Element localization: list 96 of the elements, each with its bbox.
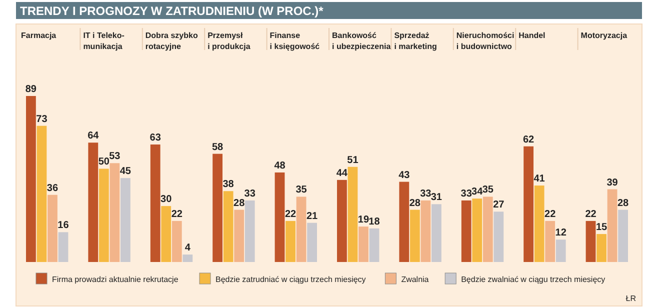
x-tick-label: Farmacja [21,31,57,40]
bar [58,232,68,262]
data-label: 12 [555,228,567,239]
legend-label: Będzie zwalniać w ciągu trzech miesięcy [461,275,606,284]
bar [337,180,347,262]
bar [161,206,172,262]
data-label: 27 [493,200,505,211]
bar [110,163,120,262]
bar [296,196,306,262]
text: ŁR [626,294,636,303]
data-label: 39 [606,177,618,188]
data-label: 16 [58,220,70,232]
data-label: 31 [430,192,442,204]
bar [120,178,130,262]
x-tick-label: Bankowość i ubezpieczenia [332,31,392,51]
data-label: 21 [306,210,318,222]
bar [494,212,504,262]
data-label: 22 [171,208,183,220]
data-label: 64 [88,130,100,142]
bar [534,186,544,262]
legend-label: Będzie zatrudniać w ciągu trzech miesięcy [216,275,366,284]
bar [607,189,618,262]
bar [234,210,244,262]
data-label: 18 [368,216,380,228]
bar [482,196,493,262]
bar [98,168,109,262]
data-label: 50 [98,156,110,168]
data-label: 58 [212,142,224,153]
bar [182,254,193,262]
data-label: 19 [358,214,370,226]
legend-label: Zwalnia [401,275,430,284]
data-label: 41 [534,174,546,185]
data-label: 43 [398,170,410,181]
data-label: 34 [472,186,484,198]
bar [172,220,182,262]
bar [618,210,628,262]
data-label: 35 [296,184,308,196]
data-label: 28 [617,198,630,209]
data-label: 30 [160,194,172,206]
bar [556,240,566,262]
bar [88,142,98,262]
data-label: 33 [460,188,472,200]
bar [524,146,534,262]
bar [586,220,596,262]
bar [36,126,47,262]
x-tick-label: IT i Teleko- munikacja [83,31,125,51]
data-label: 53 [109,151,121,162]
bar [410,210,420,262]
data-label: 48 [274,160,286,172]
bar [431,204,442,262]
bar [420,200,431,262]
x-tick-label: Nieruchomości i budownictwo [456,31,514,51]
data-label: 89 [25,84,37,95]
data-label: 51 [347,154,359,166]
data-label: 28 [409,198,421,209]
data-label: 33 [420,188,432,200]
bar [212,154,223,262]
data-label: 22 [284,208,297,220]
x-tick-label: Motoryzacja [580,31,628,40]
bar [348,166,358,262]
data-label: 44 [336,168,348,179]
data-label: 38 [222,179,234,190]
x-tick-label: Finanse i księgowość [270,31,320,51]
x-tick-label: Sprzedaż i marketing [394,31,437,51]
bar [545,220,556,262]
x-tick-label: Handel [518,31,546,40]
bar [26,96,36,262]
bar [596,234,606,262]
data-label: 4 [184,242,191,254]
bar [150,144,160,262]
data-label: 33 [244,188,256,200]
data-label: 45 [120,166,132,178]
bar [223,191,234,262]
data-label: 73 [36,114,48,125]
x-tick-label: Przemysł i produkcja [208,31,251,51]
data-label: 22 [585,208,597,220]
bar [274,172,285,262]
x-tick-label: Dobra szybko rotacyjne [145,31,198,51]
bar [244,200,255,262]
data-label: 36 [46,182,58,194]
data-label: 35 [482,184,494,196]
bar [48,194,58,262]
chart-title: TRENDY I PROGNOZY W ZATRUDNIENIU (W PROC.)* [20,4,324,18]
bar [461,200,472,262]
bar [307,222,317,262]
data-label: 28 [234,198,246,209]
data-label: 15 [596,222,608,234]
bar [286,220,296,262]
bar [358,226,368,262]
bar [399,182,410,262]
data-label: 22 [544,208,556,220]
legend-label: Firma prowadzi aktualnie rekrutacje [52,275,179,284]
bar [369,228,380,262]
data-label: 63 [150,132,162,144]
bar [472,198,482,262]
data-label: 62 [522,134,535,146]
